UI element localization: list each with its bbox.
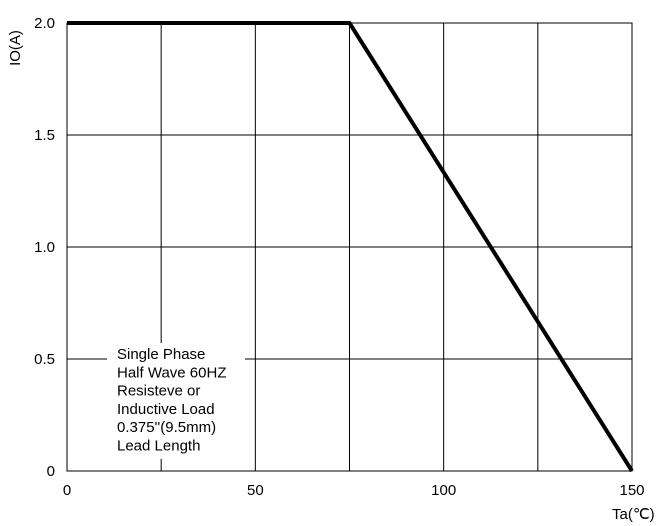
y-tick-label: 2.0 [34, 15, 55, 32]
x-tick-label: 0 [63, 482, 71, 499]
annotation-line: Half Wave 60HZ [117, 364, 226, 381]
x-axis-label: Ta(℃) [612, 506, 655, 523]
annotation-line: Lead Length [117, 438, 200, 455]
y-axis-ticks: 0 0.5 1.0 1.5 2.0 [34, 15, 55, 480]
annotation-line: 0.375''(9.5mm) [117, 419, 216, 436]
x-tick-label: 150 [619, 482, 644, 499]
annotation-line: Resisteve or [117, 383, 200, 400]
y-tick-label: 1.5 [34, 127, 55, 144]
annotation-line: Single Phase [117, 346, 205, 363]
x-axis-ticks: 0 50 100 150 [63, 482, 645, 499]
x-tick-label: 50 [247, 482, 264, 499]
annotation-box [107, 343, 245, 459]
grid [67, 23, 632, 471]
x-tick-label: 100 [431, 482, 456, 499]
annotation-line: Inductive Load [117, 401, 215, 418]
y-tick-label: 0 [47, 463, 55, 480]
y-tick-label: 1.0 [34, 239, 55, 256]
y-tick-label: 0.5 [34, 351, 55, 368]
current-derating-line [67, 21, 634, 473]
y-axis-label: IO(A) [7, 30, 24, 66]
